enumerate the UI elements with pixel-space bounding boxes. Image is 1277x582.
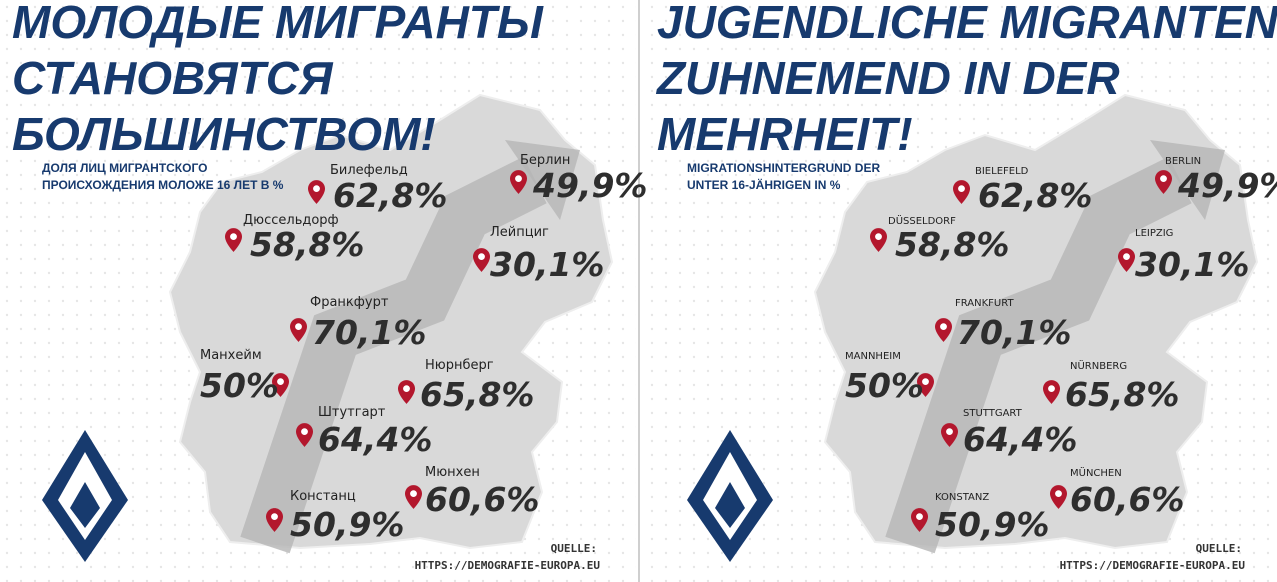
- title-line: МОЛОДЫЕ МИГРАНТЫ: [12, 0, 544, 48]
- city-value: 58,8%: [895, 225, 1010, 264]
- source-url: HTTPS://DEMOGRAFIE-EUROPA.EU: [415, 559, 601, 572]
- city-value: 65,8%: [420, 375, 535, 414]
- city-name: Франкфурт: [310, 295, 389, 310]
- title-line: БОЛЬШИНСТВОМ!: [12, 108, 436, 160]
- city-name: STUTTGART: [963, 408, 1023, 419]
- city-value: 62,8%: [333, 176, 448, 215]
- city-value: 50,9%: [935, 505, 1050, 544]
- city-name: MANNHEIM: [845, 351, 901, 362]
- city-value: 60,6%: [425, 480, 540, 519]
- subtitle-line: MIGRATIONSHINTERGRUND DER: [687, 161, 880, 175]
- source-label: QUELLE:: [1196, 542, 1242, 555]
- city-value: 65,8%: [1065, 375, 1180, 414]
- subtitle-line: UNTER 16-JÄHRIGEN IN %: [687, 177, 841, 192]
- city-name: FRANKFURT: [955, 298, 1014, 309]
- subtitle-line: ПРОИСХОЖДЕНИЯ МОЛОЖЕ 16 ЛЕТ В %: [42, 178, 284, 192]
- city-value: 70,1%: [957, 313, 1072, 352]
- title-line: ZUHNEMEND IN DER: [655, 52, 1120, 104]
- city-value: 64,4%: [963, 420, 1078, 459]
- city-value: 50%: [845, 366, 924, 405]
- panel: МОЛОДЫЕ МИГРАНТЫСТАНОВЯТСЯБОЛЬШИНСТВОМ!Д…: [0, 0, 648, 582]
- city-value: 49,9%: [532, 166, 648, 205]
- title-line: JUGENDLICHE MIGRANTEN: [657, 0, 1277, 48]
- subtitle-line: ДОЛЯ ЛИЦ МИГРАНТСКОГО: [42, 161, 207, 175]
- city-value: 30,1%: [1135, 245, 1250, 284]
- city-value: 50%: [200, 366, 279, 405]
- city-name: LEIPZIG: [1135, 228, 1173, 239]
- title-line: MEHRHEIT!: [657, 108, 913, 160]
- source-url: HTTPS://DEMOGRAFIE-EUROPA.EU: [1060, 559, 1246, 572]
- city-name: BIELEFELD: [975, 166, 1029, 177]
- city-name: Лейпциг: [490, 225, 549, 240]
- city-value: 62,8%: [978, 176, 1093, 215]
- city-name: Мюнхен: [425, 465, 480, 480]
- city-name: KONSTANZ: [935, 492, 989, 503]
- title-line: СТАНОВЯТСЯ: [12, 52, 334, 104]
- city-name: BERLIN: [1165, 156, 1201, 167]
- city-name: DÜSSELDORF: [888, 214, 956, 227]
- source-label: QUELLE:: [551, 542, 597, 555]
- city-name: Манхейм: [200, 348, 262, 363]
- city-name: MÜNCHEN: [1070, 466, 1122, 479]
- city-value: 30,1%: [490, 245, 605, 284]
- city-name: NÜRNBERG: [1070, 359, 1127, 372]
- city-name: Берлин: [520, 153, 570, 168]
- city-name: Констанц: [290, 489, 356, 504]
- city-name: Билефельд: [330, 163, 408, 178]
- city-value: 60,6%: [1070, 480, 1185, 519]
- city-value: 49,9%: [1177, 166, 1277, 205]
- city-name: Нюрнберг: [425, 358, 494, 373]
- city-value: 58,8%: [250, 225, 365, 264]
- city-name: Дюссельдорф: [243, 213, 339, 228]
- city-value: 70,1%: [312, 313, 427, 352]
- city-value: 64,4%: [318, 420, 433, 459]
- city-value: 50,9%: [290, 505, 405, 544]
- city-name: Штутгарт: [318, 405, 386, 420]
